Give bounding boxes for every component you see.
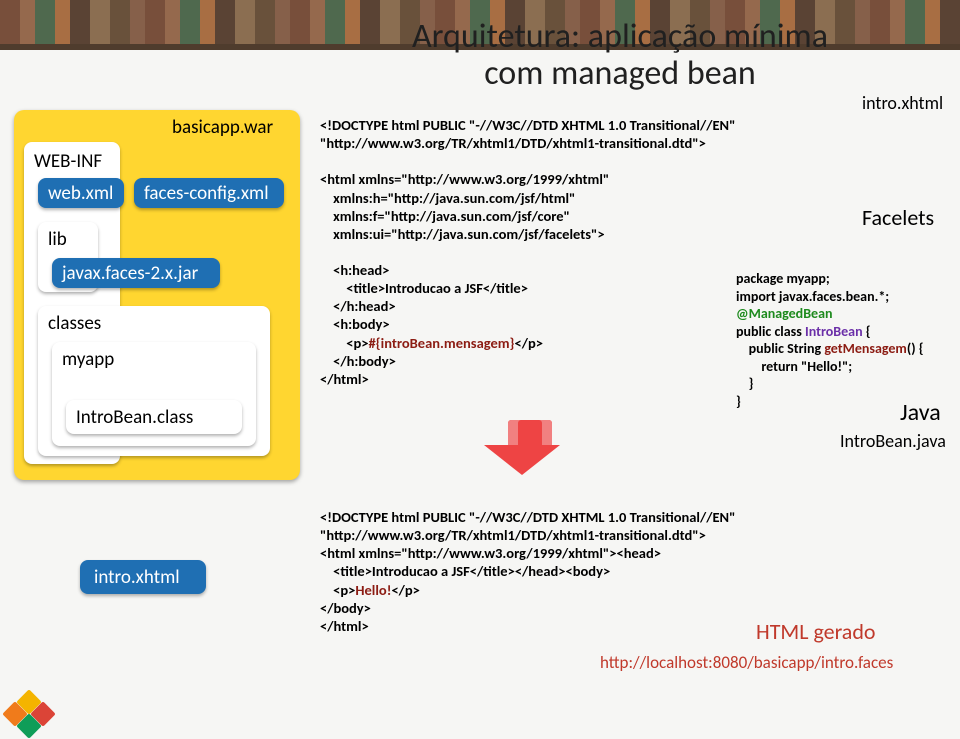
jar-label: javax.faces-2.x.jar — [62, 262, 198, 285]
method-name: getMensagem — [824, 340, 907, 357]
myapp-label: myapp — [62, 348, 114, 371]
webinf-label: WEB-INF — [34, 150, 102, 173]
facesconfig-label: faces-config.xml — [144, 182, 269, 205]
introbean-java-label: IntroBean.java — [840, 430, 946, 452]
code-line: import javax.faces.bean.*; — [736, 288, 889, 305]
code-line: </h:head> — [320, 297, 396, 315]
code-line: </h:body> — [320, 352, 396, 370]
code-line: xmlns:ui="http://java.sun.com/jsf/facele… — [320, 225, 605, 243]
code-line: <!DOCTYPE html PUBLIC "-//W3C//DTD XHTML… — [320, 508, 735, 526]
war-label: basicapp.war — [172, 116, 273, 139]
code-line: <p> — [320, 581, 355, 599]
html-gerado-label: HTML gerado — [756, 618, 876, 645]
code-line: } — [736, 375, 753, 392]
introbean-class-label: IntroBean.class — [76, 406, 193, 429]
code-line: <p> — [320, 334, 368, 352]
code-line: <title>Introducao a JSF</title></head><b… — [320, 562, 610, 580]
result-url: http://localhost:8080/basicapp/intro.fac… — [600, 652, 893, 673]
code-line: <title>Introducao a JSF</title> — [320, 279, 528, 297]
classes-label: classes — [48, 312, 101, 335]
code-line: { — [863, 323, 871, 340]
slide-title: Arquitetura: aplicação mínima com manage… — [300, 18, 940, 93]
intro-xhtml-box-label: intro.xhtml — [94, 566, 180, 589]
java-label: Java — [900, 398, 941, 427]
code-line: public String — [736, 340, 824, 357]
code-line: <html xmlns="http://www.w3.org/1999/xhtm… — [320, 170, 609, 188]
code-line: () { — [907, 340, 924, 357]
el-expression: #{introBean.mensagem} — [368, 334, 514, 352]
code-line: xmlns:f="http://java.sun.com/jsf/core" — [320, 207, 570, 225]
facelets-label: Facelets — [862, 204, 934, 231]
code-line: public class — [736, 323, 805, 340]
code-line: <!DOCTYPE html PUBLIC "-//W3C//DTD XHTML… — [320, 116, 735, 134]
code-line: xmlns:h="http://java.sun.com/jsf/html" — [320, 189, 575, 207]
code-line: </p> — [391, 581, 419, 599]
slide: Arquitetura: aplicação mínima com manage… — [0, 0, 960, 707]
code-line: return "Hello!"; — [736, 358, 852, 375]
code-line: <h:head> — [320, 261, 389, 279]
code-line: } — [736, 393, 741, 410]
code-line: "http://www.w3.org/TR/xhtml1/DTD/xhtml1-… — [320, 526, 706, 544]
annotation: @ManagedBean — [736, 305, 833, 322]
lib-label: lib — [48, 228, 67, 251]
code-line: <html xmlns="http://www.w3.org/1999/xhtm… — [320, 544, 661, 562]
java-source: package myapp; import javax.faces.bean.*… — [736, 270, 956, 410]
html-output: <!DOCTYPE html PUBLIC "-//W3C//DTD XHTML… — [320, 508, 880, 635]
code-line: </p> — [515, 334, 543, 352]
code-line: package myapp; — [736, 270, 830, 287]
webxml-label: web.xml — [48, 182, 113, 205]
code-line: "http://www.w3.org/TR/xhtml1/DTD/xhtml1-… — [320, 134, 706, 152]
intro-xhtml-tag: intro.xhtml — [862, 92, 943, 114]
code-line: </body> — [320, 599, 371, 617]
code-line: </html> — [320, 617, 369, 635]
code-line: <h:body> — [320, 315, 390, 333]
title-line2: com managed bean — [300, 55, 940, 92]
arrow-down-icon — [500, 420, 560, 475]
class-name: IntroBean — [805, 323, 863, 340]
title-line1: Arquitetura: aplicação mínima — [412, 16, 828, 57]
output-value: Hello! — [355, 581, 391, 599]
code-line: </html> — [320, 370, 369, 388]
